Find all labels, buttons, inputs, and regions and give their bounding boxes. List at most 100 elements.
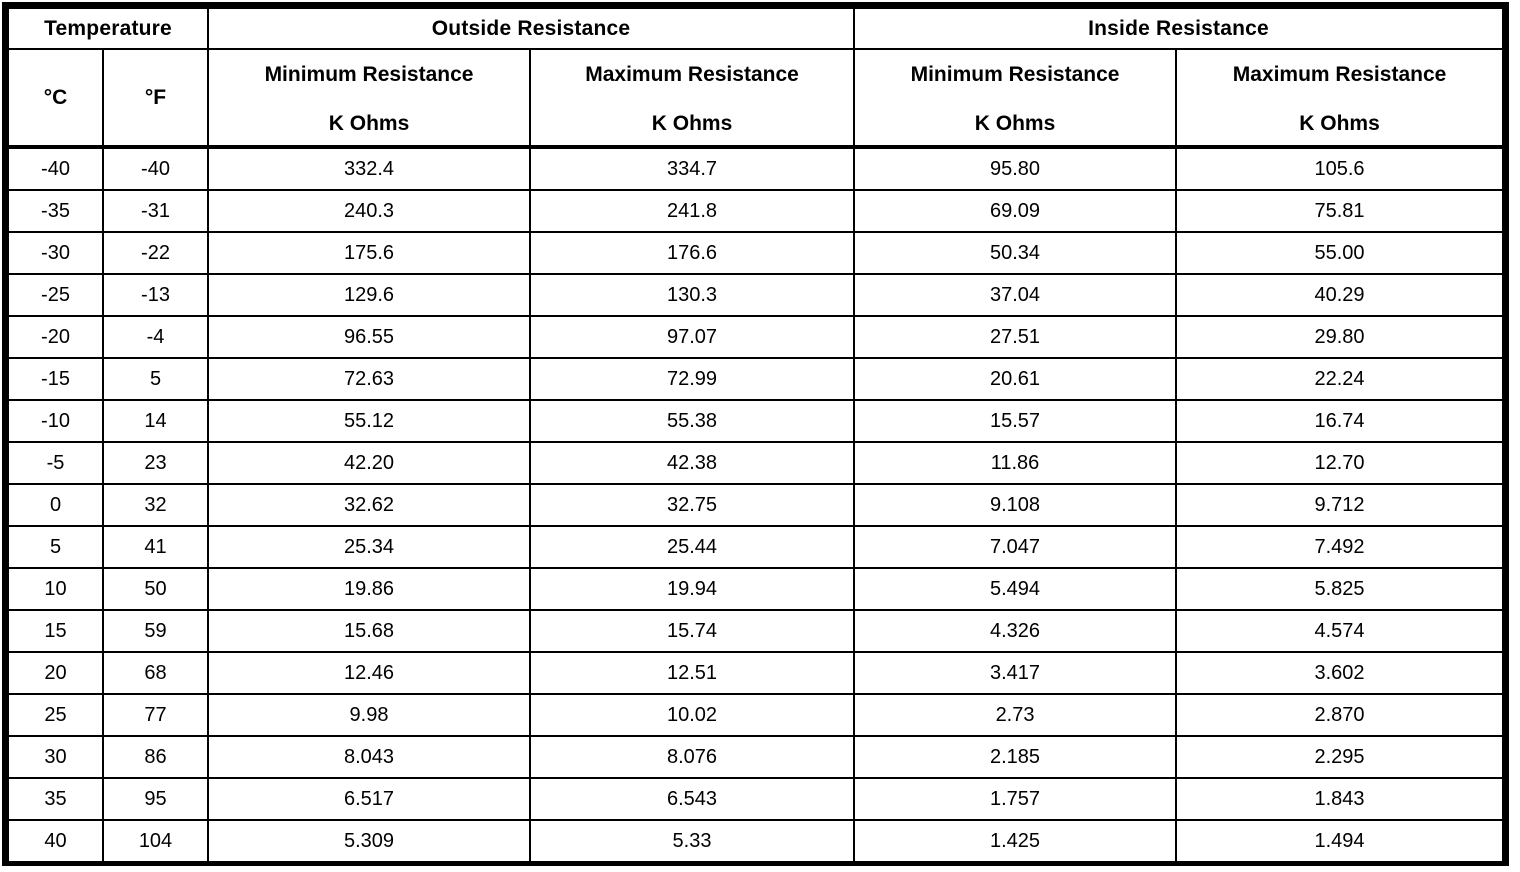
cell-inside-min-kohms: 1.425 <box>853 819 1178 863</box>
temperature-group-header: Temperature <box>6 7 210 50</box>
cell-inside-max-kohms: 75.81 <box>1175 189 1504 233</box>
cell-temp-c: 5 <box>7 525 104 569</box>
resistance-table: Temperature Outside Resistance Inside Re… <box>6 7 1504 863</box>
table-row: -20 -4 96.55 97.07 27.51 29.80 <box>7 315 1504 359</box>
outside-resistance-group-header: Outside Resistance <box>207 7 856 50</box>
table-row: 10 50 19.86 19.94 5.494 5.825 <box>7 567 1504 611</box>
cell-inside-min-kohms: 3.417 <box>853 651 1178 695</box>
cell-inside-max-kohms: 5.825 <box>1175 567 1504 611</box>
cell-outside-min-kohms: 96.55 <box>207 315 532 359</box>
table-body: -40 -40 332.4 334.7 95.80 105.6 -35 -31 240.3 241… <box>7 146 1504 863</box>
cell-outside-max-kohms: 42.38 <box>529 441 856 485</box>
cell-outside-min-kohms: 9.98 <box>207 693 532 737</box>
table-row: 15 59 15.68 15.74 4.326 4.574 <box>7 609 1504 653</box>
cell-inside-min-kohms: 1.757 <box>853 777 1178 821</box>
cell-outside-min-kohms: 5.309 <box>207 819 532 863</box>
fahrenheit-column-header: °F <box>101 48 210 149</box>
outside-min-header-content: Minimum Resistance K Ohms <box>210 51 528 143</box>
cell-inside-min-kohms: 9.108 <box>853 483 1178 527</box>
cell-temp-c: -15 <box>7 357 104 401</box>
cell-temp-c: 35 <box>7 777 104 821</box>
cell-inside-min-kohms: 15.57 <box>853 399 1178 443</box>
table-row: -40 -40 332.4 334.7 95.80 105.6 <box>7 146 1504 191</box>
cell-outside-max-kohms: 25.44 <box>529 525 856 569</box>
cell-inside-min-kohms: 4.326 <box>853 609 1178 653</box>
table-row: 0 32 32.62 32.75 9.108 9.712 <box>7 483 1504 527</box>
inside-max-header-content: Maximum Resistance K Ohms <box>1178 51 1501 143</box>
inside-min-label: Minimum Resistance <box>910 63 1120 86</box>
cell-temp-c: -5 <box>7 441 104 485</box>
cell-temp-c: 0 <box>7 483 104 527</box>
cell-outside-max-kohms: 72.99 <box>529 357 856 401</box>
cell-outside-max-kohms: 10.02 <box>529 693 856 737</box>
cell-temp-f: 32 <box>101 483 210 527</box>
table-row: 40 104 5.309 5.33 1.425 1.494 <box>7 819 1504 863</box>
cell-inside-max-kohms: 7.492 <box>1175 525 1504 569</box>
cell-outside-min-kohms: 19.86 <box>207 567 532 611</box>
outside-min-unit: K Ohms <box>328 112 410 135</box>
cell-outside-min-kohms: 240.3 <box>207 189 532 233</box>
cell-outside-max-kohms: 6.543 <box>529 777 856 821</box>
table-row: -5 23 42.20 42.38 11.86 12.70 <box>7 441 1504 485</box>
cell-outside-min-kohms: 32.62 <box>207 483 532 527</box>
cell-inside-min-kohms: 27.51 <box>853 315 1178 359</box>
cell-inside-min-kohms: 7.047 <box>853 525 1178 569</box>
cell-inside-max-kohms: 55.00 <box>1175 231 1504 275</box>
cell-inside-max-kohms: 9.712 <box>1175 483 1504 527</box>
cell-outside-min-kohms: 332.4 <box>207 146 532 191</box>
table-header: Temperature Outside Resistance Inside Re… <box>6 7 1504 149</box>
cell-outside-max-kohms: 334.7 <box>529 146 856 191</box>
cell-outside-max-kohms: 97.07 <box>529 315 856 359</box>
cell-temp-f: -4 <box>101 315 210 359</box>
cell-temp-f: 59 <box>101 609 210 653</box>
cell-outside-max-kohms: 19.94 <box>529 567 856 611</box>
outside-min-column-header: Minimum Resistance K Ohms <box>207 48 532 149</box>
cell-temp-c: 20 <box>7 651 104 695</box>
outside-max-column-header: Maximum Resistance K Ohms <box>529 48 856 149</box>
cell-temp-f: 86 <box>101 735 210 779</box>
cell-outside-max-kohms: 8.076 <box>529 735 856 779</box>
cell-outside-max-kohms: 15.74 <box>529 609 856 653</box>
cell-inside-min-kohms: 11.86 <box>853 441 1178 485</box>
inside-max-column-header: Maximum Resistance K Ohms <box>1175 48 1504 149</box>
cell-temp-c: -35 <box>7 189 104 233</box>
cell-outside-min-kohms: 42.20 <box>207 441 532 485</box>
cell-outside-min-kohms: 15.68 <box>207 609 532 653</box>
cell-outside-min-kohms: 12.46 <box>207 651 532 695</box>
cell-temp-f: 14 <box>101 399 210 443</box>
outside-max-header-content: Maximum Resistance K Ohms <box>532 51 852 143</box>
inside-min-column-header: Minimum Resistance K Ohms <box>853 48 1178 149</box>
cell-inside-min-kohms: 37.04 <box>853 273 1178 317</box>
sub-header-row: °C °F Minimum Resistance K Ohms Maximum … <box>7 48 1504 149</box>
cell-outside-max-kohms: 55.38 <box>529 399 856 443</box>
inside-min-header-content: Minimum Resistance K Ohms <box>856 51 1174 143</box>
cell-temp-c: 30 <box>7 735 104 779</box>
cell-temp-f: 23 <box>101 441 210 485</box>
cell-inside-max-kohms: 22.24 <box>1175 357 1504 401</box>
cell-inside-max-kohms: 1.843 <box>1175 777 1504 821</box>
table-row: -25 -13 129.6 130.3 37.04 40.29 <box>7 273 1504 317</box>
cell-temp-c: -10 <box>7 399 104 443</box>
cell-outside-max-kohms: 5.33 <box>529 819 856 863</box>
cell-outside-min-kohms: 55.12 <box>207 399 532 443</box>
cell-inside-max-kohms: 4.574 <box>1175 609 1504 653</box>
cell-temp-f: 68 <box>101 651 210 695</box>
cell-outside-max-kohms: 130.3 <box>529 273 856 317</box>
cell-temp-f: -13 <box>101 273 210 317</box>
table-row: 30 86 8.043 8.076 2.185 2.295 <box>7 735 1504 779</box>
cell-inside-min-kohms: 2.185 <box>853 735 1178 779</box>
cell-outside-min-kohms: 8.043 <box>207 735 532 779</box>
celsius-column-header: °C <box>7 48 104 149</box>
cell-outside-min-kohms: 6.517 <box>207 777 532 821</box>
cell-inside-min-kohms: 5.494 <box>853 567 1178 611</box>
cell-temp-c: 40 <box>7 819 104 863</box>
inside-max-label: Maximum Resistance <box>1232 63 1447 86</box>
cell-temp-f: 5 <box>101 357 210 401</box>
cell-outside-min-kohms: 175.6 <box>207 231 532 275</box>
inside-min-unit: K Ohms <box>974 112 1056 135</box>
cell-outside-max-kohms: 32.75 <box>529 483 856 527</box>
cell-inside-max-kohms: 40.29 <box>1175 273 1504 317</box>
inside-max-unit: K Ohms <box>1299 112 1380 135</box>
cell-inside-min-kohms: 50.34 <box>853 231 1178 275</box>
